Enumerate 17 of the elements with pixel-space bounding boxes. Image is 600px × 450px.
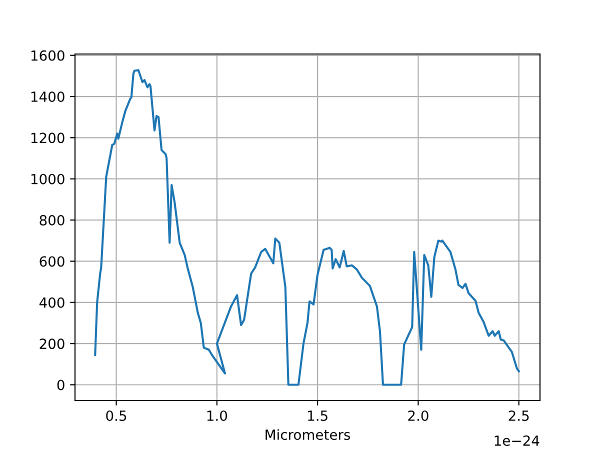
y-tick-label: 1200 — [31, 132, 64, 144]
y-tick-label: 1000 — [31, 174, 64, 184]
y-tick-label: 1400 — [31, 91, 64, 102]
x-tick-label: 1.0 — [207, 410, 228, 421]
y-tick-label: 200 — [40, 338, 64, 350]
x-axis-title: Micrometers — [266, 429, 350, 440]
y-tick-label: 1600 — [31, 50, 64, 61]
x-tick-label: 0.5 — [106, 410, 126, 421]
y-tick-label: 400 — [39, 297, 64, 308]
line-series — [94, 69, 520, 386]
x-tick-label: 1.5 — [308, 410, 328, 421]
y-tick-label: 600 — [40, 256, 64, 267]
x-tick-label: 2.0 — [408, 410, 428, 421]
text: 1e−24 — [494, 435, 540, 446]
y-tick-label: 0 — [57, 380, 64, 390]
x-tick-label: 2.5 — [508, 410, 529, 421]
y-tick-label: 800 — [40, 215, 64, 226]
